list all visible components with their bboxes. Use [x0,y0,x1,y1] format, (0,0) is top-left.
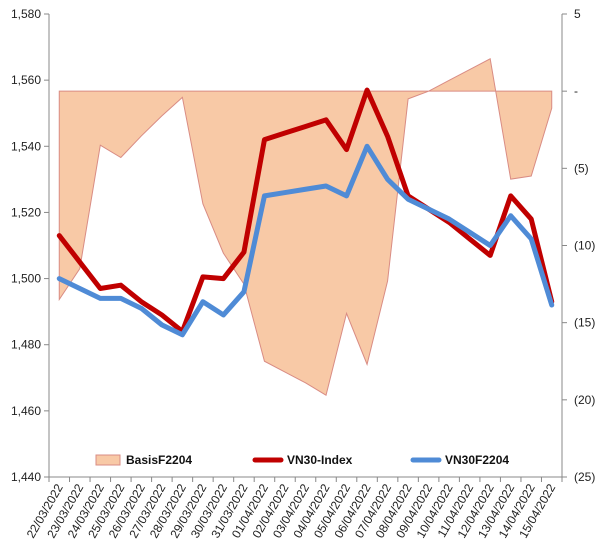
vn30-index-line [56,87,555,334]
legend-swatch-basis [95,454,121,466]
left-tick-label: 1,520 [11,205,41,219]
left-tick-label: 1,500 [11,272,41,286]
right-tick-label: (25) [574,470,595,484]
right-tick-label: (15) [574,316,595,330]
right-tick-label: (20) [574,393,595,407]
legend-label: VN30-Index [287,453,353,467]
left-tick-label: 1,560 [11,73,41,87]
right-tick-label: (10) [574,239,595,253]
left-tick-label: 1,440 [11,470,41,484]
right-tick-label: - [574,84,578,98]
left-tick-label: 1,460 [11,404,41,418]
basis-area [58,57,553,396]
left-tick-label: 1,480 [11,338,41,352]
legend-label: VN30F2204 [445,453,509,467]
right-tick-label: (5) [574,161,589,175]
left-tick-label: 1,540 [11,139,41,153]
legend-label: BasisF2204 [126,453,192,467]
legend: BasisF2204 VN30-Index VN30F2204 [95,453,509,467]
area-layer [58,57,553,396]
vn30f2204-line [56,143,555,338]
right-tick-label: 5 [574,7,581,21]
line-layer [56,87,555,338]
left-tick-label: 1,580 [11,7,41,21]
